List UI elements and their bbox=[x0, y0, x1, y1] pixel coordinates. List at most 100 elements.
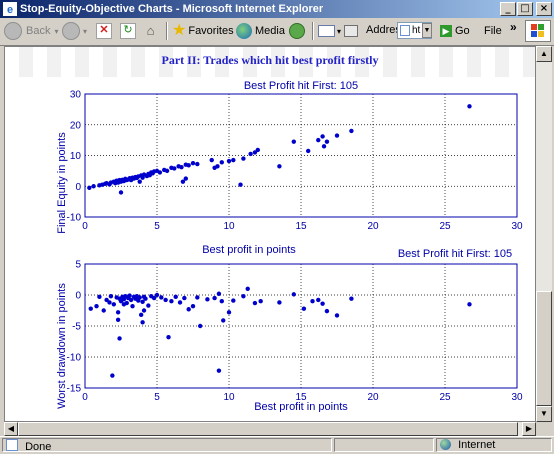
data-point bbox=[310, 299, 315, 304]
y-tick-labels: -10 0 10 20 30 bbox=[67, 90, 82, 224]
data-point bbox=[301, 306, 307, 311]
stop-icon: ✕ bbox=[96, 23, 112, 39]
back-label: Back bbox=[26, 25, 51, 37]
back-button[interactable]: Back ▾ bbox=[4, 20, 58, 42]
print-icon bbox=[344, 25, 358, 37]
x-tick-label: 20 bbox=[367, 392, 379, 403]
data-point bbox=[140, 299, 145, 305]
data-point bbox=[164, 168, 170, 174]
home-button[interactable]: ⌂ bbox=[143, 20, 158, 42]
scroll-thumb[interactable] bbox=[536, 291, 552, 406]
stop-button[interactable]: ✕ bbox=[96, 20, 112, 42]
data-point bbox=[166, 334, 171, 340]
x-tick-label: 5 bbox=[154, 221, 160, 232]
data-point bbox=[320, 134, 325, 139]
forward-button[interactable]: ▾ bbox=[62, 20, 87, 42]
data-point bbox=[151, 295, 157, 301]
minimize-button[interactable]: _ bbox=[500, 2, 516, 16]
data-point bbox=[104, 297, 109, 303]
maximize-icon: □ bbox=[520, 3, 530, 14]
data-point bbox=[219, 160, 224, 165]
maximize-button[interactable]: □ bbox=[517, 2, 533, 16]
back-dropdown-icon: ▾ bbox=[54, 26, 59, 36]
data-point bbox=[111, 302, 117, 307]
scroll-down-button[interactable]: ▼ bbox=[536, 406, 552, 422]
data-point bbox=[231, 298, 236, 303]
chevron-right-icon[interactable]: » bbox=[510, 20, 517, 34]
data-point bbox=[209, 157, 214, 163]
print-button[interactable] bbox=[344, 20, 358, 42]
mail-button[interactable]: ▾ bbox=[318, 20, 341, 42]
x-axis-label: Best profit in points bbox=[254, 401, 348, 412]
history-icon bbox=[289, 23, 305, 39]
data-point bbox=[137, 295, 142, 300]
data-point bbox=[216, 291, 222, 296]
y-tick-label: 0 bbox=[75, 291, 81, 302]
scroll-right-button[interactable]: ▶ bbox=[522, 422, 536, 436]
scroll-up-button[interactable]: ▲ bbox=[536, 46, 552, 62]
data-point bbox=[115, 317, 121, 322]
ie-logo-icon: e bbox=[3, 2, 17, 16]
data-point bbox=[219, 299, 224, 304]
x-tick-labels: 0 5 10 15 20 25 30 bbox=[82, 392, 523, 403]
data-point bbox=[128, 297, 134, 303]
go-arrow-icon: ▶ bbox=[440, 25, 452, 37]
data-point bbox=[324, 139, 330, 144]
arrow-right-icon: ▶ bbox=[525, 424, 533, 433]
data-point bbox=[349, 296, 354, 301]
data-point bbox=[467, 302, 472, 307]
close-button[interactable]: × bbox=[536, 2, 552, 16]
data-point bbox=[245, 286, 250, 291]
data-point bbox=[183, 176, 188, 181]
history-button[interactable] bbox=[289, 20, 305, 42]
go-button[interactable]: ▶ Go bbox=[440, 20, 470, 42]
data-point bbox=[324, 308, 330, 314]
horizontal-scrollbar[interactable]: ◀ ▶ bbox=[4, 422, 536, 436]
data-point bbox=[97, 294, 102, 300]
x-tick-label: 0 bbox=[82, 221, 88, 232]
plot-frame bbox=[84, 93, 518, 218]
toolbar-separator bbox=[312, 22, 314, 40]
forward-dropdown-icon: ▾ bbox=[83, 26, 88, 36]
data-point bbox=[172, 166, 177, 171]
data-point bbox=[190, 303, 196, 309]
x-tick-label: 10 bbox=[223, 392, 235, 403]
windows-logo-icon bbox=[525, 20, 551, 42]
address-label: Address bbox=[366, 24, 407, 36]
data-point bbox=[248, 151, 253, 157]
data-point bbox=[198, 323, 203, 329]
data-point bbox=[190, 160, 196, 166]
media-icon bbox=[236, 23, 252, 39]
x-tick-label: 0 bbox=[82, 392, 88, 403]
y-tick-label: 5 bbox=[75, 260, 81, 271]
data-point bbox=[186, 307, 191, 312]
back-arrow-icon bbox=[4, 22, 22, 40]
x-tick-label: 20 bbox=[367, 221, 379, 232]
vertical-scrollbar[interactable]: ▲ ▼ bbox=[536, 46, 552, 422]
data-point bbox=[226, 310, 232, 315]
chart-title: Best Profit hit First: 105 bbox=[398, 248, 512, 260]
page-content: Part II: Trades which hit best profit fi… bbox=[4, 46, 536, 422]
y-tick-labels: -15 -10 -5 0 5 bbox=[67, 260, 82, 395]
x-tick-label: 25 bbox=[439, 392, 451, 403]
scroll-left-button[interactable]: ◀ bbox=[4, 422, 18, 436]
media-button[interactable]: Media bbox=[236, 20, 285, 42]
file-label: File bbox=[484, 25, 502, 37]
scroll-thumb[interactable] bbox=[18, 422, 518, 436]
status-progress-cell bbox=[334, 438, 434, 452]
file-menu[interactable]: File bbox=[484, 20, 502, 42]
y-tick-label: -10 bbox=[67, 353, 82, 364]
data-point bbox=[91, 184, 96, 189]
data-point bbox=[107, 300, 112, 305]
y-tick-label: -15 bbox=[67, 384, 82, 395]
chart-gridlines bbox=[85, 264, 517, 388]
status-zone-cell: Internet bbox=[436, 438, 552, 452]
address-value: ht bbox=[412, 25, 421, 36]
address-dropdown-button[interactable]: ▼ bbox=[422, 23, 432, 38]
refresh-button[interactable]: ↻ bbox=[120, 20, 136, 42]
favorites-button[interactable]: ★ Favorites bbox=[172, 20, 234, 42]
mail-dropdown-icon: ▾ bbox=[337, 26, 342, 36]
data-point bbox=[212, 295, 217, 301]
status-zone: Internet bbox=[458, 439, 496, 451]
data-point bbox=[205, 297, 210, 302]
